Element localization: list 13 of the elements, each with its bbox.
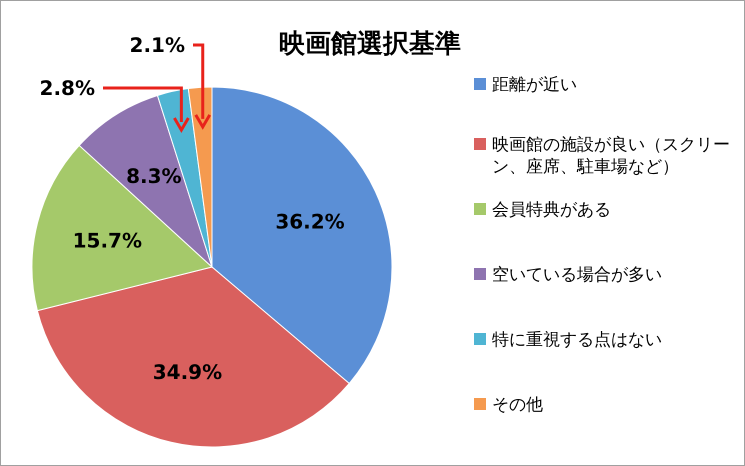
data-label: 34.9% [152, 360, 222, 384]
chart-title: 映画館選択基準 [279, 29, 461, 59]
data-label: 15.7% [72, 228, 142, 252]
data-label: 2.8% [40, 76, 95, 100]
legend-label: 特に重視する点はない [492, 330, 662, 350]
legend-label: その他 [492, 395, 543, 415]
data-label: 8.3% [126, 164, 182, 188]
data-label: 36.2% [275, 210, 345, 234]
legend-label: 会員特典がある [492, 200, 611, 220]
legend-label: 距離が近い [492, 75, 577, 95]
legend-label: 映画館の施設が良い（スクリーン、座席、駐車場など） [492, 135, 730, 177]
data-label: 2.1% [130, 33, 185, 57]
legend-label: 空いている場合が多い [492, 265, 662, 285]
